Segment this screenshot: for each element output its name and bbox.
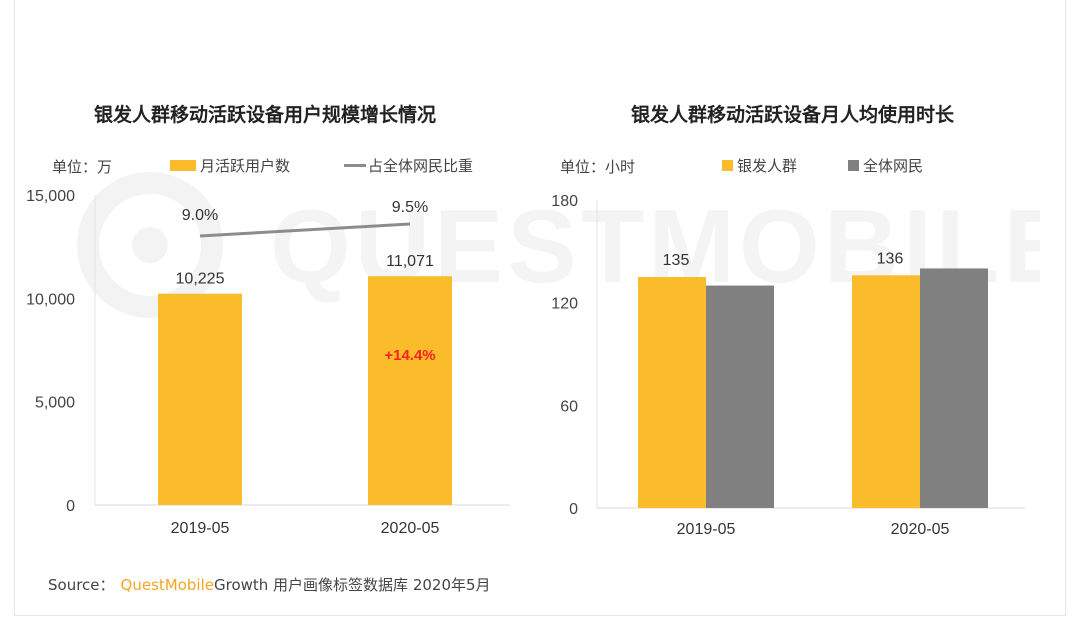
left-bar-monthly-users [158, 293, 242, 505]
legend-label-monthly-users: 月活跃用户数 [200, 157, 291, 175]
legend-swatch-gold [722, 160, 733, 171]
legend-label-all-netizens: 全体网民 [863, 157, 924, 175]
left-y-tick-label: 15,000 [26, 188, 75, 205]
brand-name: QuestMobile [120, 576, 214, 594]
left-bar-value-label: 10,225 [176, 271, 225, 288]
left-y-tick-label: 10,000 [26, 291, 75, 308]
right-y-tick-label: 0 [569, 501, 578, 518]
left-unit-label: 单位：万 [52, 158, 113, 176]
right-unit-label: 单位：小时 [560, 158, 636, 176]
left-legend-line: 占全体网民比重 [344, 155, 473, 176]
right-bar-value-label: 136 [877, 250, 904, 267]
right-legend-a: 银发人群 [722, 155, 797, 176]
legend-swatch-gray [848, 160, 859, 171]
right-bar-all-netizens [706, 285, 774, 508]
legend-label-silver: 银发人群 [737, 157, 798, 175]
right-bar-all-netizens [920, 268, 988, 508]
left-bar-value-label: 11,071 [386, 253, 434, 270]
right-y-tick-label: 60 [560, 398, 578, 415]
left-legend-bar: 月活跃用户数 [170, 155, 290, 176]
right-y-tick-label: 120 [551, 296, 578, 313]
legend-label-share: 占全体网民比重 [368, 157, 474, 175]
left-x-tick-label: 2019-05 [171, 520, 230, 537]
left-x-tick-label: 2020-05 [381, 520, 440, 537]
growth-annotation: +14.4% [384, 347, 435, 364]
right-x-tick-label: 2020-05 [891, 521, 950, 538]
source-note: Source： QuestMobileGrowth 用户画像标签数据库 2020年… [48, 574, 491, 595]
legend-swatch-line [344, 164, 366, 167]
left-share-label: 9.0% [182, 207, 218, 224]
right-bar-silver [638, 277, 706, 508]
left-share-line [199, 222, 411, 238]
left-share-label: 9.5% [392, 199, 428, 216]
right-x-tick-label: 2019-05 [677, 521, 736, 538]
source-prefix: Source： [48, 576, 115, 594]
right-legend-b: 全体网民 [848, 155, 923, 176]
left-chart-title: 银发人群移动活跃设备用户规模增长情况 [94, 104, 437, 126]
source-rest: Growth 用户画像标签数据库 2020年5月 [213, 576, 491, 594]
legend-swatch-gold [170, 160, 196, 171]
left-bar-monthly-users [368, 276, 452, 505]
left-y-tick-label: 0 [66, 498, 75, 515]
right-bar-silver [852, 275, 920, 508]
report-frame [14, 0, 1066, 616]
right-chart-title: 银发人群移动活跃设备月人均使用时长 [631, 104, 955, 126]
right-y-tick-label: 180 [551, 193, 578, 210]
right-bar-value-label: 135 [663, 252, 690, 269]
left-y-tick-label: 5,000 [35, 395, 75, 412]
